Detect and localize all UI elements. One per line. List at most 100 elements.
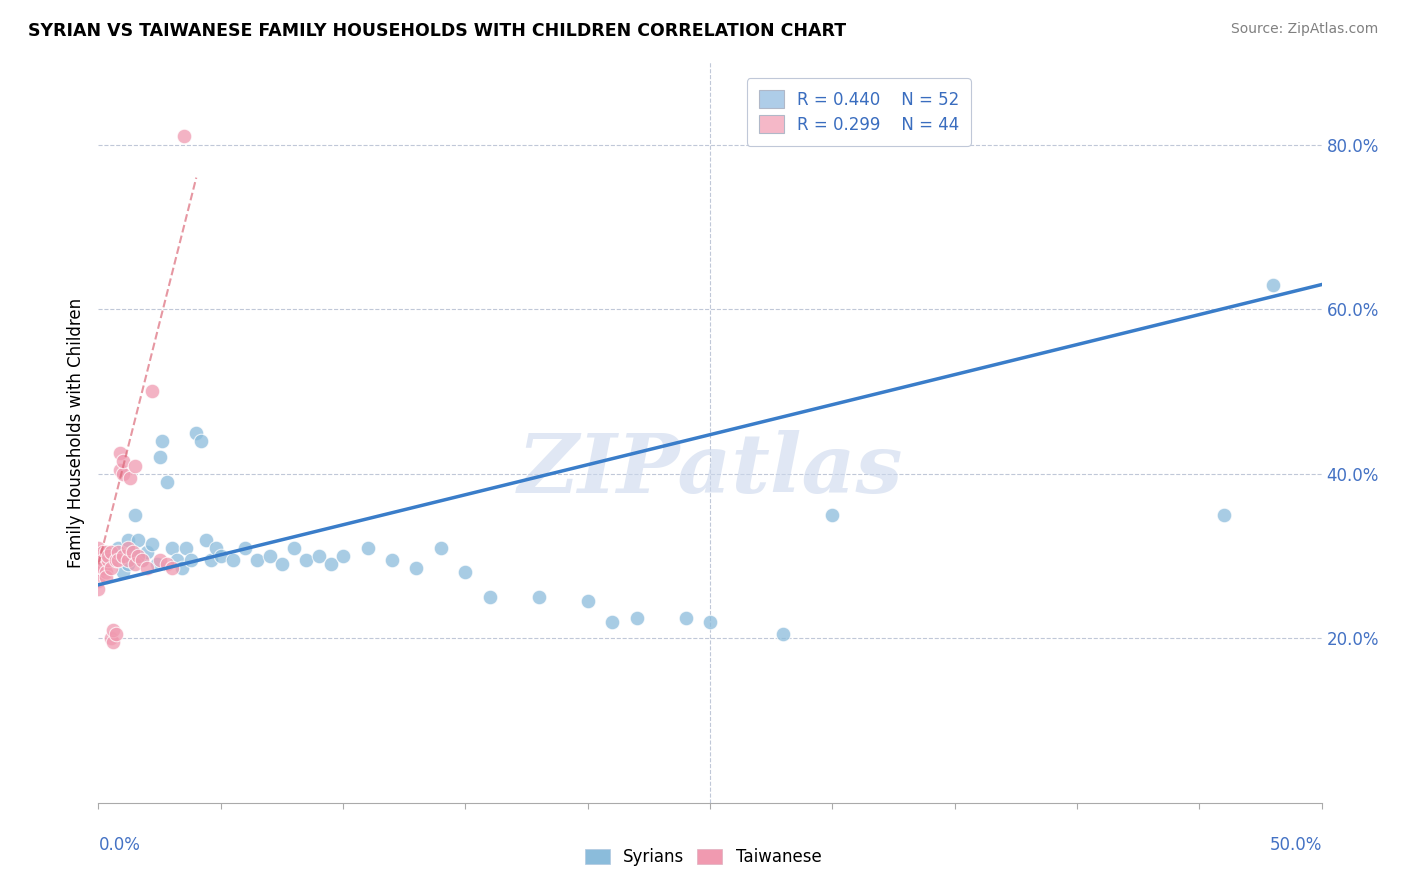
- Point: [121, 545, 143, 559]
- Point: [100, 561, 122, 575]
- Point: [600, 615, 623, 629]
- Point: [91, 553, 114, 567]
- Point: [87, 566, 110, 580]
- Point: [156, 558, 179, 572]
- Point: [127, 533, 149, 547]
- Point: [91, 545, 114, 559]
- Point: [699, 615, 721, 629]
- Point: [136, 561, 159, 575]
- Point: [576, 594, 599, 608]
- Point: [94, 566, 117, 580]
- Point: [527, 590, 550, 604]
- Point: [107, 545, 129, 559]
- Point: [270, 558, 294, 572]
- Point: [97, 553, 120, 567]
- Point: [87, 582, 110, 596]
- Point: [117, 553, 139, 567]
- Point: [87, 549, 110, 563]
- Point: [1261, 277, 1284, 292]
- Point: [186, 425, 208, 440]
- Text: ZIPatlas: ZIPatlas: [517, 430, 903, 509]
- Point: [131, 553, 153, 567]
- Point: [150, 434, 173, 448]
- Point: [160, 561, 183, 575]
- Text: SYRIAN VS TAIWANESE FAMILY HOUSEHOLDS WITH CHILDREN CORRELATION CHART: SYRIAN VS TAIWANESE FAMILY HOUSEHOLDS WI…: [28, 22, 846, 40]
- Point: [772, 627, 794, 641]
- Point: [160, 541, 183, 555]
- Point: [100, 553, 122, 567]
- Point: [478, 590, 501, 604]
- Point: [149, 553, 172, 567]
- Point: [141, 536, 163, 550]
- Point: [141, 384, 163, 399]
- Point: [205, 541, 228, 555]
- Text: Source: ZipAtlas.com: Source: ZipAtlas.com: [1230, 22, 1378, 37]
- Point: [131, 553, 153, 567]
- Point: [356, 541, 378, 555]
- Point: [124, 558, 146, 572]
- Point: [120, 471, 142, 485]
- Point: [110, 462, 132, 476]
- Point: [405, 561, 427, 575]
- Point: [170, 561, 193, 575]
- Point: [111, 454, 134, 468]
- Point: [110, 446, 132, 460]
- Point: [87, 558, 110, 572]
- Point: [91, 561, 114, 575]
- Point: [101, 623, 124, 637]
- Point: [104, 553, 127, 567]
- Point: [190, 434, 212, 448]
- Point: [146, 558, 169, 572]
- Point: [295, 553, 318, 567]
- Point: [121, 545, 143, 559]
- Point: [149, 450, 172, 465]
- Point: [111, 566, 134, 580]
- Point: [195, 533, 218, 547]
- Point: [107, 541, 129, 555]
- Point: [107, 553, 129, 567]
- Point: [1212, 508, 1234, 522]
- Point: [156, 475, 179, 489]
- Point: [381, 553, 404, 567]
- Text: 0.0%: 0.0%: [98, 836, 141, 855]
- Point: [233, 541, 256, 555]
- Point: [100, 545, 122, 559]
- Point: [259, 549, 281, 563]
- Point: [166, 553, 188, 567]
- Point: [117, 533, 139, 547]
- Point: [222, 553, 245, 567]
- Point: [97, 549, 120, 563]
- Point: [124, 458, 146, 473]
- Point: [111, 467, 134, 481]
- Point: [454, 566, 477, 580]
- Point: [626, 610, 648, 624]
- Point: [173, 129, 195, 144]
- Point: [319, 558, 342, 572]
- Point: [124, 508, 146, 522]
- Point: [180, 553, 202, 567]
- Point: [136, 545, 159, 559]
- Point: [117, 558, 139, 572]
- Point: [87, 545, 110, 559]
- Point: [200, 553, 222, 567]
- Point: [209, 549, 232, 563]
- Point: [246, 553, 269, 567]
- Legend: R = 0.440    N = 52, R = 0.299    N = 44: R = 0.440 N = 52, R = 0.299 N = 44: [747, 78, 970, 145]
- Point: [675, 610, 697, 624]
- Point: [111, 549, 134, 563]
- Point: [87, 553, 110, 567]
- Point: [94, 569, 117, 583]
- Point: [821, 508, 844, 522]
- Point: [94, 545, 117, 559]
- Point: [101, 635, 124, 649]
- Point: [332, 549, 354, 563]
- Point: [100, 632, 122, 646]
- Point: [430, 541, 453, 555]
- Point: [127, 549, 149, 563]
- Point: [87, 541, 110, 555]
- Legend: Syrians, Taiwanese: Syrians, Taiwanese: [576, 840, 830, 875]
- Point: [104, 627, 127, 641]
- Point: [87, 574, 110, 588]
- Y-axis label: Family Households with Children: Family Households with Children: [66, 298, 84, 567]
- Point: [176, 541, 198, 555]
